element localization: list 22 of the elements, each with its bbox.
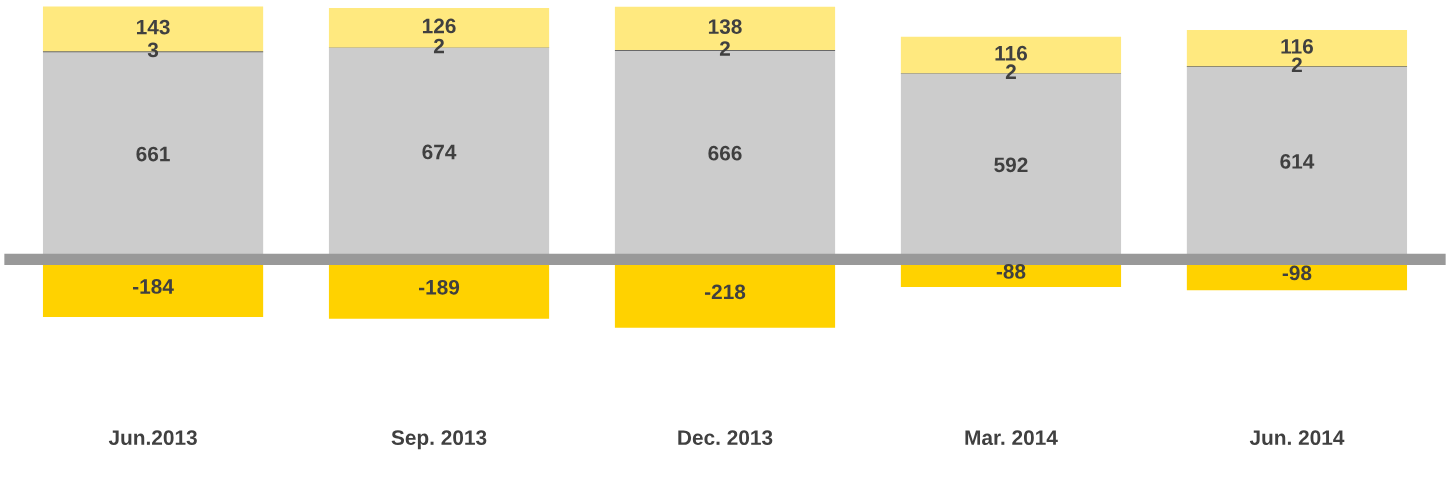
data-label: 614 bbox=[1280, 154, 1315, 169]
data-label: 143 bbox=[136, 19, 170, 35]
data-label: -184 bbox=[133, 279, 174, 294]
data-label: -189 bbox=[419, 279, 460, 295]
data-label: 126 bbox=[422, 18, 456, 34]
data-label: -218 bbox=[704, 284, 746, 300]
data-label: -88 bbox=[996, 264, 1026, 279]
x-tick-label: Mar. 2014 bbox=[965, 430, 1058, 446]
data-label: 674 bbox=[422, 144, 457, 160]
x-tick-label: Sep. 2013 bbox=[391, 430, 487, 450]
data-label: 116 bbox=[1281, 38, 1313, 54]
data-label: 2 bbox=[433, 38, 444, 54]
data-label: -98 bbox=[1282, 265, 1312, 281]
data-label: 138 bbox=[708, 19, 742, 34]
x-tick-label: Jun.2013 bbox=[108, 430, 197, 446]
data-label: 2 bbox=[1005, 64, 1016, 79]
data-label: 592 bbox=[994, 157, 1028, 173]
x-tick-label: Jun. 2014 bbox=[1249, 430, 1345, 446]
x-tick-label: Dec. 2013 bbox=[678, 430, 773, 446]
data-label: 666 bbox=[708, 145, 742, 161]
data-label: 116 bbox=[995, 45, 1028, 61]
data-label: 661 bbox=[136, 146, 170, 162]
